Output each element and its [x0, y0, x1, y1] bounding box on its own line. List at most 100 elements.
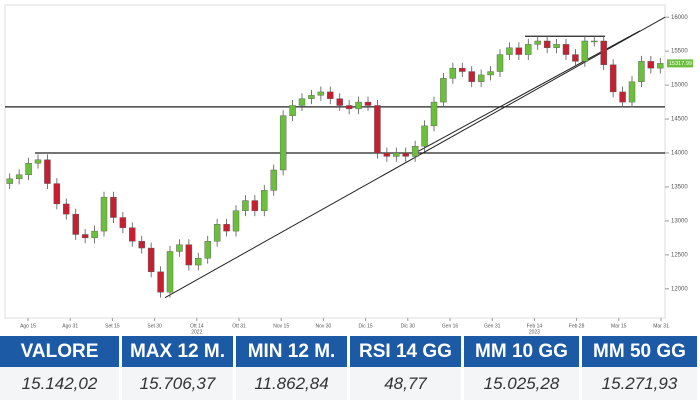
table-header: MIN 12 M. — [236, 336, 350, 367]
table-header: MM 50 GG — [582, 336, 700, 367]
candle-body — [157, 271, 164, 293]
x-tick-label: Mar 15 — [611, 323, 627, 329]
candle-body — [402, 152, 409, 157]
y-tick-label: 13500 — [671, 185, 688, 191]
candle-body — [383, 152, 391, 157]
candle-body — [176, 244, 183, 252]
candle-body — [572, 54, 579, 62]
candle-body — [411, 146, 419, 157]
x-tick-label: Dic 30 — [401, 323, 415, 329]
candle-body — [242, 200, 249, 211]
y-tick-label: 15000 — [671, 83, 688, 89]
x-tick-label: Gen 31 — [484, 323, 501, 329]
candle-body — [355, 101, 362, 110]
x-tick-label: Feb 14 — [527, 323, 543, 329]
chart: 12000 12500 13000 13500 14000 14500 15000 15500… — [4, 4, 693, 335]
candle-body — [204, 241, 211, 259]
candle-body — [506, 47, 513, 55]
candle-body — [477, 74, 485, 82]
candle-body — [270, 169, 277, 191]
candle-body — [119, 217, 127, 228]
x-tick-label: Set 30 — [147, 323, 162, 329]
candle-body — [543, 40, 551, 48]
x-tick-label: Ott 31 — [232, 323, 246, 329]
table-value: 11.862,84 — [236, 367, 350, 400]
candle-body — [147, 247, 155, 273]
candle-body — [525, 44, 532, 55]
candle-body — [449, 67, 457, 79]
x-tick-label: Nov 15 — [273, 323, 289, 329]
candle-body — [459, 67, 466, 72]
candle-body — [421, 125, 428, 147]
table-value: 15.706,37 — [122, 367, 236, 400]
last-price-label: 15317.99 — [669, 61, 692, 67]
candle-body — [100, 196, 108, 232]
candle-body — [562, 44, 570, 55]
year-label: 2022 — [191, 329, 202, 335]
candle-body — [553, 44, 560, 48]
year-label: 2023 — [529, 329, 540, 335]
plot-frame — [4, 4, 666, 319]
candle-body — [25, 162, 32, 175]
candle-body — [600, 40, 607, 65]
x-tick-label: Ago 31 — [62, 323, 78, 329]
candle-body — [496, 54, 504, 72]
x-tick-label: Set 15 — [105, 323, 120, 329]
candle-body — [72, 213, 79, 235]
x-tick-label: Mar 31 — [653, 323, 669, 329]
candle-body — [166, 251, 174, 293]
candle-body — [289, 105, 296, 116]
candle-body — [138, 241, 145, 249]
x-tick-label: Ott 14 — [190, 323, 204, 329]
candle-body — [581, 40, 589, 62]
candle-body — [393, 152, 400, 157]
candle-body — [327, 91, 334, 99]
table-value: 48,77 — [350, 367, 464, 400]
table-value: 15.025,28 — [464, 367, 582, 400]
candle-body — [336, 98, 343, 106]
candle-body — [213, 224, 221, 242]
y-tick-label: 13000 — [671, 218, 688, 224]
candle-body — [534, 40, 541, 45]
table-value: 15.142,02 — [0, 367, 122, 400]
candle-body — [345, 105, 353, 110]
candle-body — [609, 64, 617, 93]
candle-body — [647, 61, 655, 69]
table-header: MM 10 GG — [464, 336, 582, 367]
y-tick-label: 16000 — [671, 15, 688, 21]
candle-body — [223, 224, 230, 232]
y-tick-label: 12500 — [671, 252, 688, 258]
candle-body — [53, 183, 61, 205]
y-tick-label: 15500 — [671, 49, 688, 55]
candle-body — [619, 91, 626, 103]
candle-body — [232, 210, 240, 232]
candle-body — [34, 159, 42, 164]
y-tick-label: 14000 — [671, 151, 688, 157]
candle-body — [308, 95, 315, 99]
last-price-box — [667, 59, 693, 68]
x-tick-label: Feb 28 — [569, 323, 585, 329]
table-value: 15.271,93 — [582, 367, 700, 400]
candle-body — [6, 178, 13, 184]
candle-body — [44, 159, 51, 184]
candle-body — [129, 227, 136, 242]
candle-body — [298, 98, 306, 106]
candle-body — [91, 230, 98, 239]
table-header: RSI 14 GG — [350, 336, 464, 367]
x-tick-label: Gen 16 — [442, 323, 459, 329]
y-tick-label: 12000 — [671, 286, 688, 292]
candle-body — [468, 71, 475, 82]
candle-body — [317, 91, 325, 96]
candle-body — [261, 190, 268, 211]
summary-table: VALORE MAX 12 M. MIN 12 M. RSI 14 GG MM 10 G… — [0, 336, 700, 400]
candle-body — [374, 105, 381, 154]
y-tick-label: 14500 — [671, 117, 688, 123]
candle-body — [487, 71, 494, 76]
candle-body — [430, 101, 438, 127]
candle-body — [195, 258, 202, 266]
x-tick-label: Ago 15 — [20, 323, 36, 329]
candle-body — [657, 63, 664, 69]
candle-body — [638, 61, 645, 82]
candle-body — [628, 81, 636, 103]
